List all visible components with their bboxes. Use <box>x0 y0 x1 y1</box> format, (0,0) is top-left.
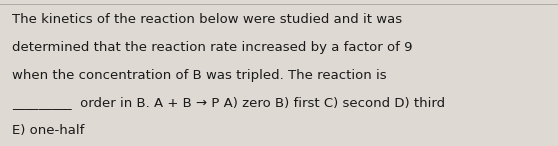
Text: The kinetics of the reaction below were studied and it was: The kinetics of the reaction below were … <box>12 13 402 26</box>
Text: when the concentration of B was tripled. The reaction is: when the concentration of B was tripled.… <box>12 69 387 82</box>
Text: determined that the reaction rate increased by a factor of 9: determined that the reaction rate increa… <box>12 41 413 54</box>
Text: _________  order in B. A + B → P A) zero B) first C) second D) third: _________ order in B. A + B → P A) zero … <box>12 96 445 109</box>
Text: E) one-half: E) one-half <box>12 124 85 137</box>
